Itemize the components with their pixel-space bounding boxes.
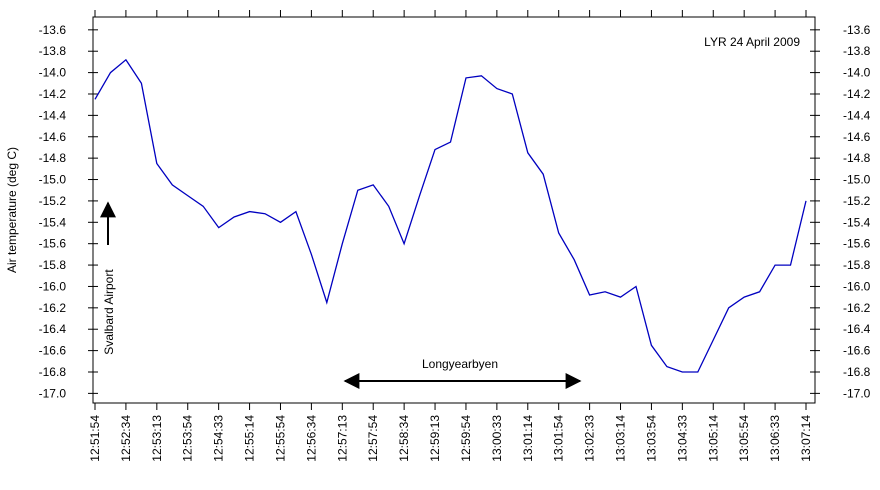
x-tick-label: 12:53:54 xyxy=(181,415,195,462)
x-tick-label: 12:56:34 xyxy=(304,415,318,462)
y-tick-label-right: -17.0 xyxy=(843,386,871,400)
x-tick-label: 13:01:54 xyxy=(552,415,566,462)
x-tick-label: 12:53:13 xyxy=(150,415,164,462)
x-tick-label: 12:59:13 xyxy=(428,415,442,462)
y-tick-label: -15.8 xyxy=(39,258,67,272)
x-tick-label: 12:52:34 xyxy=(119,415,133,462)
y-tick-label: -16.0 xyxy=(39,279,67,293)
y-tick-label-right: -15.2 xyxy=(843,194,871,208)
x-tick-label: 13:05:14 xyxy=(706,415,720,462)
x-tick-label: 12:59:54 xyxy=(459,415,473,462)
x-tick-label: 13:07:14 xyxy=(799,415,813,462)
y-tick-label: -14.6 xyxy=(39,130,67,144)
y-tick-label-right: -16.4 xyxy=(843,322,871,336)
x-tick-label: 12:58:34 xyxy=(397,415,411,462)
x-tick-label: 13:05:54 xyxy=(737,415,751,462)
y-tick-label: -17.0 xyxy=(39,386,67,400)
y-tick-label-right: -16.8 xyxy=(843,365,871,379)
y-tick-label-right: -13.6 xyxy=(843,23,871,37)
y-tick-label: -15.2 xyxy=(39,194,67,208)
y-tick-label: -16.4 xyxy=(39,322,67,336)
y-tick-label-right: -15.8 xyxy=(843,258,871,272)
y-tick-label-right: -14.6 xyxy=(843,130,871,144)
y-tick-label: -16.6 xyxy=(39,344,67,358)
y-tick-label-right: -16.6 xyxy=(843,344,871,358)
y-tick-label: -15.6 xyxy=(39,237,67,251)
annotation: Svalbard Airport xyxy=(102,269,116,355)
x-tick-label: 13:03:14 xyxy=(614,415,628,462)
y-tick-label: -16.2 xyxy=(39,301,67,315)
y-tick-label-right: -14.2 xyxy=(843,87,871,101)
x-tick-label: 12:55:14 xyxy=(243,415,257,462)
y-tick-label: -14.8 xyxy=(39,151,67,165)
y-tick-label: -15.0 xyxy=(39,173,67,187)
annotation: LYR 24 April 2009 xyxy=(704,35,800,49)
y-tick-label-right: -14.8 xyxy=(843,151,871,165)
y-tick-label: -14.4 xyxy=(39,108,67,122)
y-axis-label: Air temperature (deg C) xyxy=(5,147,19,273)
y-tick-label: -13.8 xyxy=(39,44,67,58)
annotation: Longyearbyen xyxy=(422,357,498,371)
y-tick-label: -15.4 xyxy=(39,215,67,229)
y-tick-label-right: -15.6 xyxy=(843,237,871,251)
x-tick-label: 13:06:33 xyxy=(768,415,782,462)
x-tick-label: 13:01:14 xyxy=(521,415,535,462)
x-tick-label: 13:00:33 xyxy=(490,415,504,462)
x-tick-label: 13:04:33 xyxy=(675,415,689,462)
y-tick-label-right: -16.0 xyxy=(843,279,871,293)
x-tick-label: 12:51:54 xyxy=(88,415,102,462)
y-tick-label: -13.6 xyxy=(39,23,67,37)
y-tick-label: -16.8 xyxy=(39,365,67,379)
x-tick-label: 13:02:33 xyxy=(583,415,597,462)
y-tick-label-right: -16.2 xyxy=(843,301,871,315)
x-tick-label: 13:03:54 xyxy=(644,415,658,462)
x-tick-label: 12:57:54 xyxy=(366,415,380,462)
y-tick-label-right: -13.8 xyxy=(843,44,871,58)
temperature-line xyxy=(94,58,807,373)
y-tick-label: -14.0 xyxy=(39,66,67,80)
y-tick-label-right: -14.4 xyxy=(843,108,871,122)
x-tick-label: 12:57:13 xyxy=(335,415,349,462)
y-tick-label-right: -15.0 xyxy=(843,173,871,187)
y-tick-label-right: -14.0 xyxy=(843,66,871,80)
plot-frame xyxy=(92,16,816,404)
x-tick-label: 12:54:33 xyxy=(212,415,226,462)
y-tick-label: -14.2 xyxy=(39,87,67,101)
x-tick-label: 12:55:54 xyxy=(273,415,287,462)
y-tick-label-right: -15.4 xyxy=(843,215,871,229)
